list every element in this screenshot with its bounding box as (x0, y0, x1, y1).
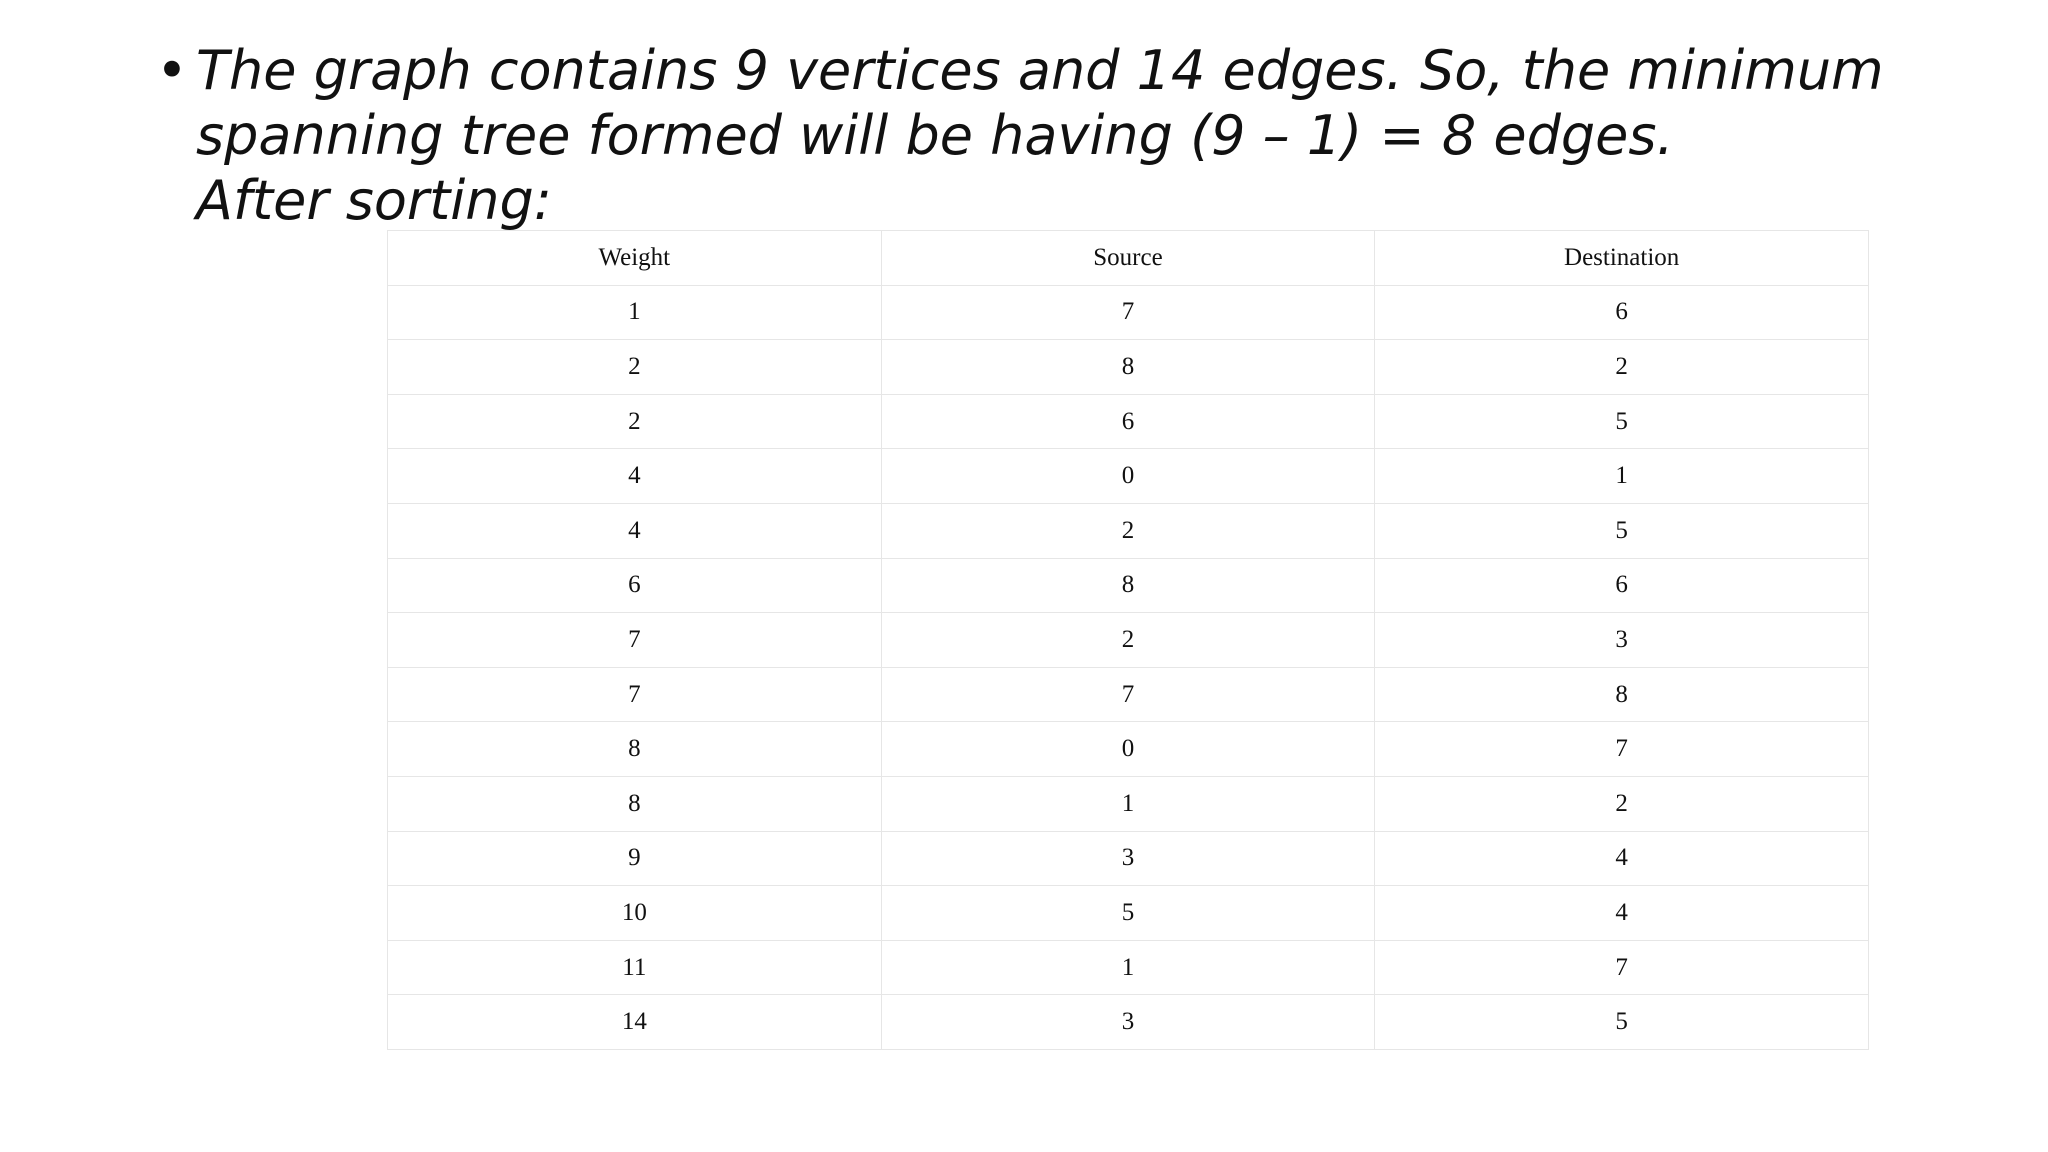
bullet-line-2: spanning tree formed will be having (9 –… (196, 104, 1674, 167)
cell-weight: 6 (387, 557, 882, 614)
cell-weight: 9 (387, 830, 882, 887)
cell-destination: 4 (1374, 885, 1869, 941)
cell-source: 7 (880, 666, 1376, 723)
bullet-line-3: After sorting: (196, 169, 552, 232)
cell-source: 1 (880, 775, 1376, 832)
header-destination: Destination (1374, 230, 1869, 286)
table-row: 8 0 7 (387, 721, 1869, 777)
cell-destination: 4 (1374, 830, 1869, 887)
table-row: 6 8 6 (387, 557, 1869, 614)
cell-weight: 11 (387, 939, 882, 996)
cell-weight: 4 (387, 448, 882, 504)
cell-source: 6 (880, 393, 1376, 450)
cell-destination: 7 (1374, 939, 1869, 996)
table-row: 10 5 4 (387, 885, 1869, 941)
header-source: Source (880, 230, 1376, 286)
cell-weight: 7 (387, 666, 882, 723)
cell-destination: 7 (1374, 721, 1869, 777)
table-row: 14 3 5 (387, 994, 1869, 1050)
cell-weight: 7 (387, 612, 882, 668)
cell-destination: 2 (1374, 775, 1869, 832)
table-row: 9 3 4 (387, 830, 1869, 887)
table-row: 4 0 1 (387, 448, 1869, 504)
table-row: 4 2 5 (387, 502, 1869, 559)
cell-source: 2 (880, 502, 1376, 559)
cell-source: 3 (880, 830, 1376, 887)
cell-weight: 2 (387, 339, 882, 395)
cell-source: 2 (880, 612, 1376, 668)
cell-destination: 2 (1374, 339, 1869, 395)
cell-destination: 1 (1374, 448, 1869, 504)
cell-weight: 10 (387, 885, 882, 941)
table-row: 2 8 2 (387, 339, 1869, 395)
cell-destination: 8 (1374, 666, 1869, 723)
table-row: 2 6 5 (387, 393, 1869, 450)
table-row: 8 1 2 (387, 775, 1869, 832)
cell-weight: 2 (387, 393, 882, 450)
cell-source: 0 (880, 721, 1376, 777)
edge-table: Weight Source Destination 1 7 6 2 8 2 2 … (387, 230, 1869, 1050)
cell-destination: 6 (1374, 557, 1869, 614)
table-row: 7 7 8 (387, 666, 1869, 723)
table-header-row: Weight Source Destination (387, 230, 1869, 286)
cell-source: 1 (880, 939, 1376, 996)
cell-weight: 14 (387, 994, 882, 1050)
bullet-dot-icon: • (156, 39, 188, 102)
cell-source: 5 (880, 885, 1376, 941)
table-row: 1 7 6 (387, 284, 1869, 341)
cell-weight: 1 (387, 284, 882, 341)
cell-weight: 4 (387, 502, 882, 559)
cell-destination: 5 (1374, 994, 1869, 1050)
cell-destination: 6 (1374, 284, 1869, 341)
cell-source: 8 (880, 557, 1376, 614)
header-weight: Weight (387, 230, 882, 286)
table-row: 7 2 3 (387, 612, 1869, 668)
cell-destination: 5 (1374, 393, 1869, 450)
cell-destination: 5 (1374, 502, 1869, 559)
cell-weight: 8 (387, 775, 882, 832)
cell-source: 8 (880, 339, 1376, 395)
table-row: 11 1 7 (387, 939, 1869, 996)
bullet-text: The graph contains 9 vertices and 14 edg… (196, 38, 1884, 233)
cell-source: 0 (880, 448, 1376, 504)
cell-source: 7 (880, 284, 1376, 341)
edge-table-container: Weight Source Destination 1 7 6 2 8 2 2 … (387, 230, 1869, 1050)
bullet-line-1: The graph contains 9 vertices and 14 edg… (196, 39, 1884, 102)
bullet-paragraph: • The graph contains 9 vertices and 14 e… (156, 38, 1884, 233)
cell-destination: 3 (1374, 612, 1869, 668)
cell-source: 3 (880, 994, 1376, 1050)
cell-weight: 8 (387, 721, 882, 777)
